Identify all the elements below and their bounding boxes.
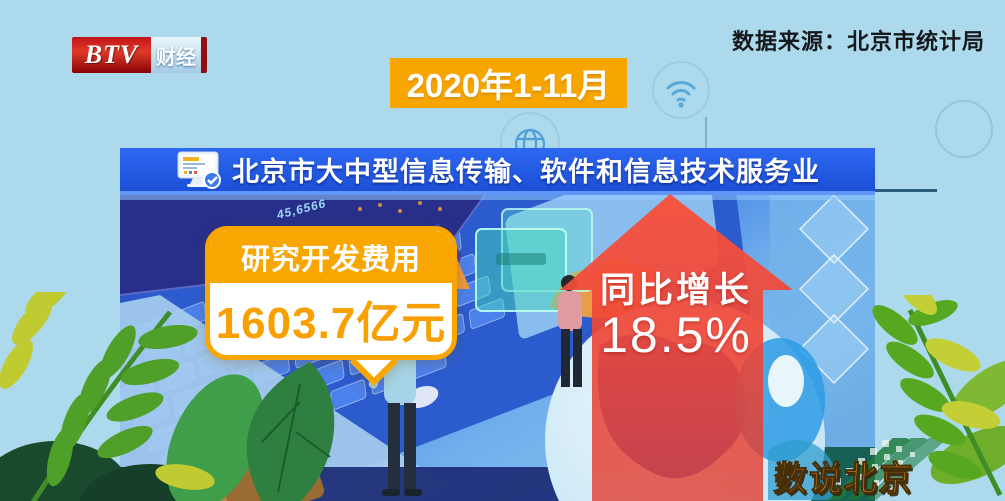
growth-label: 同比增长 [599,271,752,310]
wifi-icon [652,61,710,119]
teal-cube [475,208,593,312]
channel-badge: BTV [72,37,151,73]
growth-arrow [552,186,800,501]
btv-logo: BTV 财经 [72,37,207,73]
panel-header: 北京市大中型信息传输、软件和信息技术服务业 [120,148,875,195]
rd-expense-bubble: 研究开发费用 1603.7亿元 [205,226,457,387]
header-accent-line [875,189,937,192]
data-source-text: 数据来源：北京市统计局 [731,29,985,54]
leaves-right [855,275,1005,501]
up-arrow-shape [560,194,793,501]
bubble-label: 研究开发费用 [210,231,452,283]
watermark-decoration [756,433,968,501]
growth-value: 18.5% [600,307,752,363]
decorative-circle [935,100,993,158]
leaves-left [0,276,360,501]
bubble-value: 1603.7亿元 [215,299,447,348]
monitor-check-icon [177,151,221,189]
logo-accent-bar [201,37,207,73]
channel-category-badge: 财经 [151,37,201,73]
period-banner: 2020年1-11月 [390,58,627,108]
connector-line [705,117,707,148]
panel-title: 北京市大中型信息传输、软件和信息技术服务业 [232,157,820,187]
